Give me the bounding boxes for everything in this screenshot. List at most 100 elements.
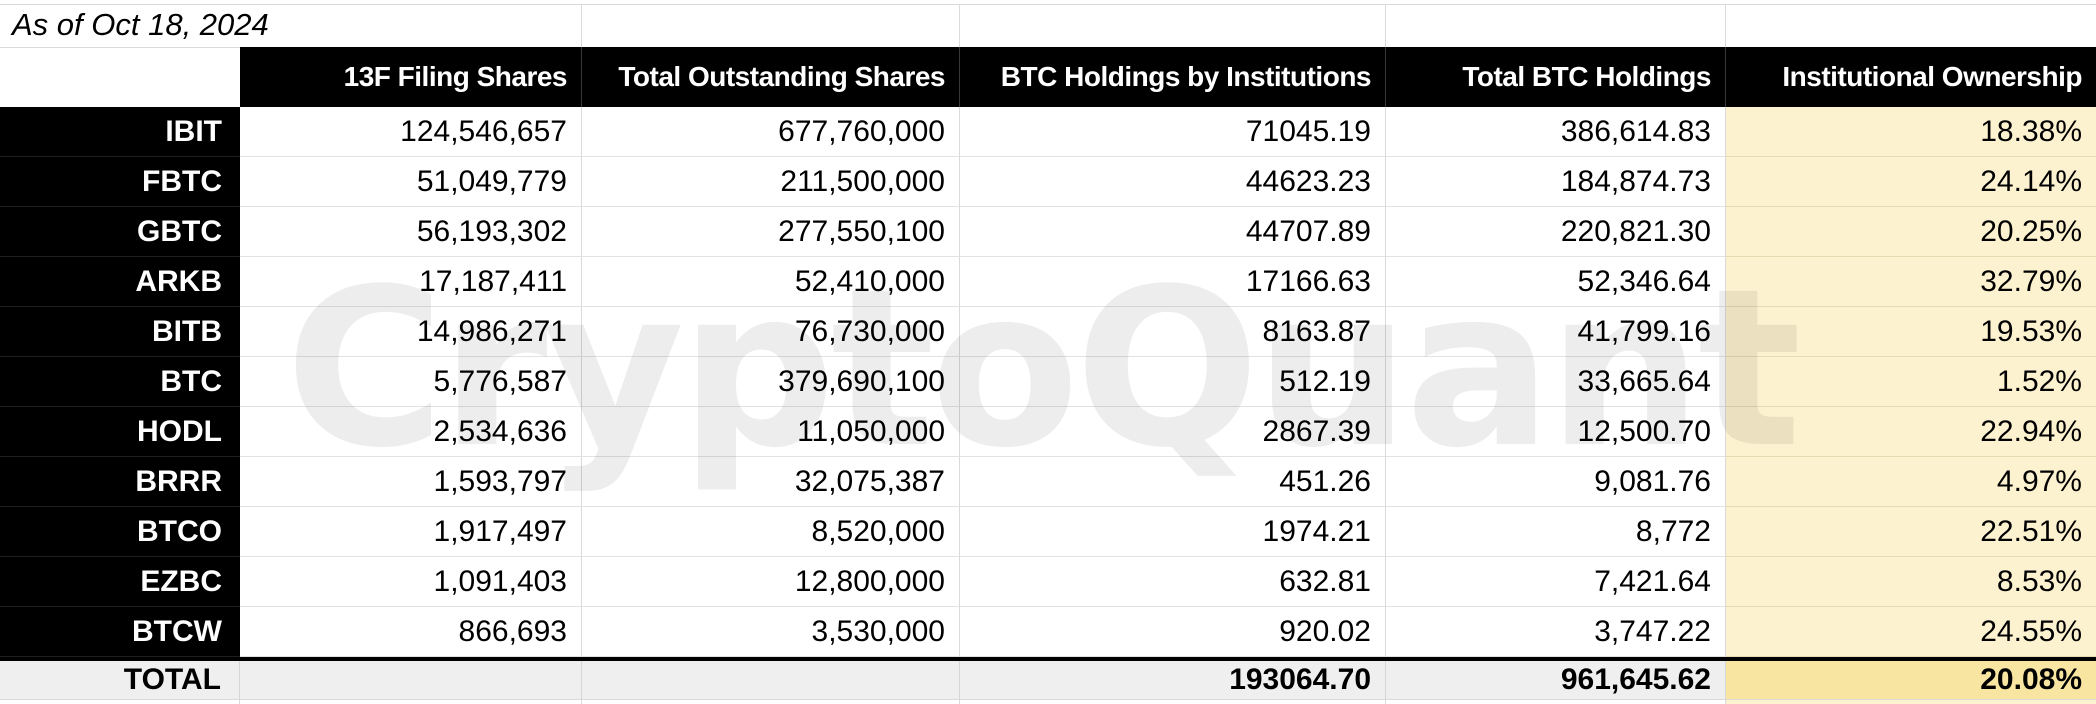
- total-btc-cell[interactable]: 386,614.83: [1386, 107, 1726, 157]
- btc-institutions-cell[interactable]: 451.26: [960, 457, 1386, 507]
- partial-row: [0, 700, 2096, 704]
- ticker-cell[interactable]: FBTC: [0, 157, 240, 207]
- btc-institutions-cell[interactable]: 2867.39: [960, 407, 1386, 457]
- gridline: [1385, 5, 1386, 47]
- total-btc-holdings-cell[interactable]: 961,645.62: [1386, 661, 1726, 700]
- outstanding-shares-cell[interactable]: 677,760,000: [582, 107, 960, 157]
- btc-institutions-cell[interactable]: 44623.23: [960, 157, 1386, 207]
- total-outstanding-shares-cell[interactable]: [582, 661, 960, 700]
- total-filing-shares-cell[interactable]: [240, 661, 582, 700]
- outstanding-shares-cell[interactable]: 76,730,000: [582, 307, 960, 357]
- btc-institutions-cell[interactable]: 44707.89: [960, 207, 1386, 257]
- filing-shares-cell[interactable]: 1,917,497: [240, 507, 582, 557]
- total-btc-cell[interactable]: 8,772: [1386, 507, 1726, 557]
- table-row: EZBC 1,091,403 12,800,000 632.81 7,421.64 8.5…: [0, 557, 2096, 607]
- table-row: BTCO 1,917,497 8,520,000 1974.21 8,772 22.51%: [0, 507, 2096, 557]
- header-btc-holdings-by-institutions[interactable]: BTC Holdings by Institutions: [960, 47, 1386, 107]
- gridline: [1386, 700, 1726, 704]
- table-row: FBTC 51,049,779 211,500,000 44623.23 184,874…: [0, 157, 2096, 207]
- ticker-cell[interactable]: BTCO: [0, 507, 240, 557]
- total-btc-cell[interactable]: 9,081.76: [1386, 457, 1726, 507]
- total-divider: [0, 657, 2096, 661]
- ticker-cell[interactable]: IBIT: [0, 107, 240, 157]
- total-btc-cell[interactable]: 184,874.73: [1386, 157, 1726, 207]
- header-13f-filing-shares[interactable]: 13F Filing Shares: [240, 47, 582, 107]
- filing-shares-cell[interactable]: 14,986,271: [240, 307, 582, 357]
- ownership-cell[interactable]: 32.79%: [1726, 257, 2096, 307]
- btc-institutions-cell[interactable]: 71045.19: [960, 107, 1386, 157]
- header-total-outstanding-shares[interactable]: Total Outstanding Shares: [582, 47, 960, 107]
- gridline: [1726, 700, 2096, 704]
- ticker-cell[interactable]: HODL: [0, 407, 240, 457]
- filing-shares-cell[interactable]: 1,091,403: [240, 557, 582, 607]
- ticker-cell[interactable]: BTCW: [0, 607, 240, 657]
- gridline: [0, 4, 2096, 5]
- outstanding-shares-cell[interactable]: 3,530,000: [582, 607, 960, 657]
- btc-institutions-cell[interactable]: 17166.63: [960, 257, 1386, 307]
- filing-shares-cell[interactable]: 56,193,302: [240, 207, 582, 257]
- ticker-cell[interactable]: GBTC: [0, 207, 240, 257]
- table-row: BRRR 1,593,797 32,075,387 451.26 9,081.76 4.9…: [0, 457, 2096, 507]
- outstanding-shares-cell[interactable]: 52,410,000: [582, 257, 960, 307]
- ownership-cell[interactable]: 24.14%: [1726, 157, 2096, 207]
- btc-institutions-cell[interactable]: 920.02: [960, 607, 1386, 657]
- outstanding-shares-cell[interactable]: 12,800,000: [582, 557, 960, 607]
- ticker-cell[interactable]: BITB: [0, 307, 240, 357]
- header-row: 13F Filing Shares Total Outstanding Shar…: [0, 47, 2096, 107]
- gridline: [959, 5, 960, 47]
- ownership-cell[interactable]: 18.38%: [1726, 107, 2096, 157]
- total-label-cell[interactable]: TOTAL: [0, 661, 240, 700]
- total-btc-cell[interactable]: 3,747.22: [1386, 607, 1726, 657]
- table-row: IBIT 124,546,657 677,760,000 71045.19 386,61…: [0, 107, 2096, 157]
- as-of-row: As of Oct 18, 2024: [0, 0, 2096, 47]
- total-btc-cell[interactable]: 41,799.16: [1386, 307, 1726, 357]
- ownership-cell[interactable]: 22.51%: [1726, 507, 2096, 557]
- filing-shares-cell[interactable]: 51,049,779: [240, 157, 582, 207]
- ownership-cell[interactable]: 24.55%: [1726, 607, 2096, 657]
- filing-shares-cell[interactable]: 2,534,636: [240, 407, 582, 457]
- total-ownership-cell[interactable]: 20.08%: [1726, 661, 2096, 700]
- filing-shares-cell[interactable]: 17,187,411: [240, 257, 582, 307]
- ticker-cell[interactable]: ARKB: [0, 257, 240, 307]
- ownership-cell[interactable]: 22.94%: [1726, 407, 2096, 457]
- ownership-cell[interactable]: 19.53%: [1726, 307, 2096, 357]
- ticker-cell[interactable]: BRRR: [0, 457, 240, 507]
- table-row: GBTC 56,193,302 277,550,100 44707.89 220,821…: [0, 207, 2096, 257]
- total-btc-cell[interactable]: 12,500.70: [1386, 407, 1726, 457]
- btc-institutions-cell[interactable]: 8163.87: [960, 307, 1386, 357]
- header-blank-cell[interactable]: [0, 47, 240, 107]
- outstanding-shares-cell[interactable]: 277,550,100: [582, 207, 960, 257]
- btc-institutions-cell[interactable]: 632.81: [960, 557, 1386, 607]
- filing-shares-cell[interactable]: 1,593,797: [240, 457, 582, 507]
- total-btc-institutions-cell[interactable]: 193064.70: [960, 661, 1386, 700]
- data-rows: IBIT 124,546,657 677,760,000 71045.19 386,61…: [0, 107, 2096, 657]
- ticker-cell[interactable]: EZBC: [0, 557, 240, 607]
- ticker-cell[interactable]: BTC: [0, 357, 240, 407]
- total-btc-cell[interactable]: 220,821.30: [1386, 207, 1726, 257]
- header-total-btc-holdings[interactable]: Total BTC Holdings: [1386, 47, 1726, 107]
- filing-shares-cell[interactable]: 866,693: [240, 607, 582, 657]
- outstanding-shares-cell[interactable]: 211,500,000: [582, 157, 960, 207]
- total-btc-cell[interactable]: 33,665.64: [1386, 357, 1726, 407]
- outstanding-shares-cell[interactable]: 8,520,000: [582, 507, 960, 557]
- outstanding-shares-cell[interactable]: 379,690,100: [582, 357, 960, 407]
- table-row: ARKB 17,187,411 52,410,000 17166.63 52,346.6…: [0, 257, 2096, 307]
- ownership-cell[interactable]: 20.25%: [1726, 207, 2096, 257]
- table-row: BTCW 866,693 3,530,000 920.02 3,747.22 24.55%: [0, 607, 2096, 657]
- ownership-cell[interactable]: 4.97%: [1726, 457, 2096, 507]
- total-btc-cell[interactable]: 7,421.64: [1386, 557, 1726, 607]
- total-btc-cell[interactable]: 52,346.64: [1386, 257, 1726, 307]
- ownership-cell[interactable]: 8.53%: [1726, 557, 2096, 607]
- ownership-cell[interactable]: 1.52%: [1726, 357, 2096, 407]
- table-row: BTC 5,776,587 379,690,100 512.19 33,665.64 1.…: [0, 357, 2096, 407]
- btc-institutions-cell[interactable]: 1974.21: [960, 507, 1386, 557]
- filing-shares-cell[interactable]: 124,546,657: [240, 107, 582, 157]
- header-institutional-ownership[interactable]: Institutional Ownership: [1726, 47, 2096, 107]
- table-row: HODL 2,534,636 11,050,000 2867.39 12,500.70 2…: [0, 407, 2096, 457]
- gridline: [0, 700, 240, 704]
- outstanding-shares-cell[interactable]: 11,050,000: [582, 407, 960, 457]
- btc-institutions-cell[interactable]: 512.19: [960, 357, 1386, 407]
- filing-shares-cell[interactable]: 5,776,587: [240, 357, 582, 407]
- outstanding-shares-cell[interactable]: 32,075,387: [582, 457, 960, 507]
